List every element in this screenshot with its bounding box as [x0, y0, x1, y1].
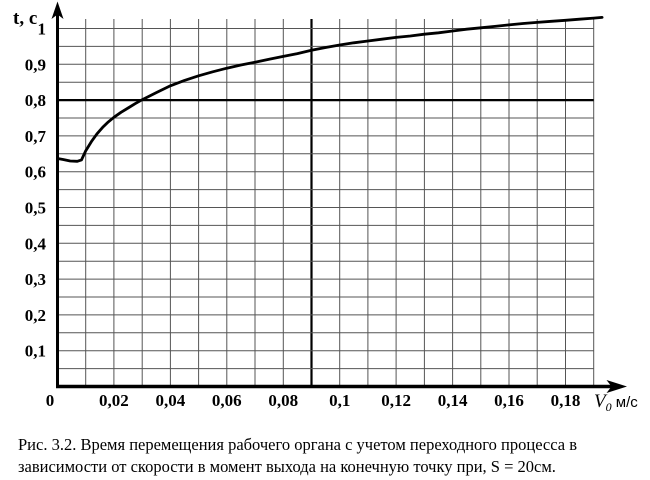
x-axis-title: V0 м/с: [594, 391, 638, 414]
y-tick-label: 0,8: [25, 91, 46, 110]
y-tick-label: 0,2: [25, 306, 46, 325]
x-tick-label: 0,14: [438, 391, 468, 410]
y-tick-label: 0,4: [25, 234, 47, 253]
caption-line-1: Рис. 3.2. Время перемещения рабочего орг…: [18, 435, 578, 454]
x-tick-label: 0: [46, 391, 55, 410]
y-tick-label: 0,3: [25, 270, 46, 289]
data-curve: [56, 15, 604, 163]
line-chart-canvas: 1 0,9 0,8 0,7 0,6 0,5 0,4 0,3 0,2 0,1 0 0,02 0,04 0,0…: [13, 1, 638, 414]
x-tick-label: 0,1: [329, 391, 350, 410]
y-tick-label: 0,6: [25, 163, 46, 182]
y-tick-label: 0,9: [25, 55, 46, 74]
y-tick-label: 0,5: [25, 199, 46, 218]
x-tick-label: 0,04: [156, 391, 186, 410]
x-tick-label: 0,06: [212, 391, 242, 410]
y-tick-label: 0,1: [25, 342, 46, 361]
x-tick-label: 0,16: [494, 391, 524, 410]
figure-caption: Рис. 3.2. Время перемещения рабочего орг…: [18, 434, 640, 478]
x-tick-label: 0,08: [268, 391, 298, 410]
x-tick-label: 0,18: [551, 391, 581, 410]
x-axis-arrow-icon: [606, 380, 627, 393]
y-axis-title: t, с: [13, 8, 37, 29]
y-tick-label: 1: [38, 20, 47, 39]
y-tick-label: 0,7: [25, 127, 47, 146]
caption-line-2: зависимости от скорости в момент выхода …: [18, 457, 556, 476]
x-tick-label: 0,02: [99, 391, 129, 410]
x-tick-label: 0,12: [381, 391, 411, 410]
y-axis-arrow-icon: [51, 1, 64, 19]
